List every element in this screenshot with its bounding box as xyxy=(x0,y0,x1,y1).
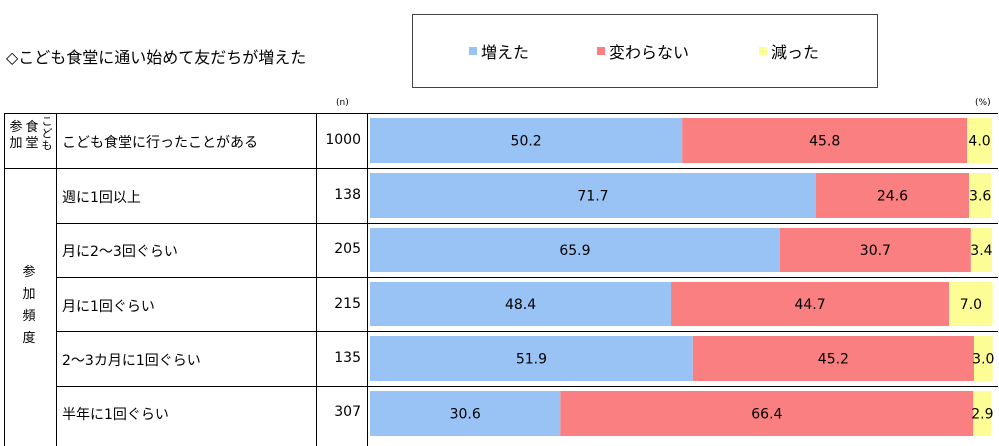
bar-segment-decreased xyxy=(973,391,992,436)
bar-segment-increased xyxy=(370,391,561,436)
legend-label-unchanged: 変わらない xyxy=(609,43,690,62)
bar-value-label: 71.7 xyxy=(577,189,608,205)
bar-segment-decreased xyxy=(970,228,992,272)
chart-title: ◇こども食堂に通い始めて友だちが増えた xyxy=(6,48,307,67)
bar-segment-unchanged xyxy=(560,391,974,436)
row-label: 月に1回ぐらい xyxy=(62,299,155,315)
bar-value-label: 30.6 xyxy=(450,407,481,423)
bar-segment-increased xyxy=(370,336,693,381)
bar-value-label: 30.7 xyxy=(860,243,891,259)
legend-swatch-increased xyxy=(469,47,477,55)
legend-label-increased: 増えた xyxy=(481,43,530,62)
bar-segment-increased xyxy=(370,118,683,163)
bar-segment-decreased xyxy=(949,282,993,326)
legend-label-decreased: 減った xyxy=(771,43,820,62)
bar-value-label: 3.0 xyxy=(972,352,994,368)
row-label: 週に1回以上 xyxy=(62,190,141,206)
group-label-frequency: 参加頻度 xyxy=(20,262,38,350)
group-label-top-a: 参加 xyxy=(7,120,25,152)
legend-item-increased: 増えた xyxy=(469,41,530,62)
group-label-top-c: こども xyxy=(39,116,55,152)
bar-segment-increased xyxy=(370,173,816,218)
row-label: 2～3カ月に1回ぐらい xyxy=(62,353,201,369)
legend-swatch-decreased xyxy=(759,47,767,55)
bar-segment-unchanged xyxy=(671,282,950,326)
row-n: 1000 xyxy=(325,132,361,148)
bar-value-label: 45.2 xyxy=(818,352,849,368)
legend-swatch-unchanged xyxy=(597,47,605,55)
group-label-top-b-text: 食堂 xyxy=(25,120,39,151)
bar-segment-decreased xyxy=(967,118,992,163)
bar-value-label: 7.0 xyxy=(960,297,982,313)
row-n: 135 xyxy=(334,350,361,366)
bar-value-label: 44.7 xyxy=(794,297,825,313)
bar-value-label: 48.4 xyxy=(505,297,536,313)
group-label-top-b: 食堂 xyxy=(24,120,40,152)
bar-segment-increased xyxy=(370,228,780,272)
row-n: 307 xyxy=(334,404,361,420)
group-label-top-c-text: こども xyxy=(41,115,53,152)
bar-value-label: 66.4 xyxy=(751,407,782,423)
row-n: 215 xyxy=(334,296,361,312)
bar-segment-unchanged xyxy=(779,228,971,272)
bar-value-label: 24.6 xyxy=(877,189,908,205)
row-n: 205 xyxy=(334,241,361,257)
bar-value-label: 3.4 xyxy=(970,243,992,259)
bar-value-label: 45.8 xyxy=(809,134,840,150)
bar-segment-decreased xyxy=(973,336,993,381)
bar-segment-unchanged xyxy=(692,336,974,381)
bar-segment-unchanged xyxy=(815,173,969,218)
row-label: 半年に1回ぐらい xyxy=(62,407,169,423)
group-label-frequency-text: 参加頻度 xyxy=(22,265,36,346)
bar-value-label: 3.6 xyxy=(969,189,991,205)
bar-segment-unchanged xyxy=(682,118,968,163)
bar-value-label: 50.2 xyxy=(511,134,542,150)
bar-value-label: 51.9 xyxy=(516,352,547,368)
bar-segment-decreased xyxy=(968,173,992,218)
legend-item-unchanged: 変わらない xyxy=(597,41,690,62)
group-label-top-a-text: 参加 xyxy=(9,120,23,151)
percent-unit-label: (%) xyxy=(975,98,991,108)
row-label: 月に2～3回ぐらい xyxy=(62,244,178,260)
legend-item-decreased: 減った xyxy=(759,41,820,62)
bar-segment-increased xyxy=(370,282,672,326)
bar-value-label: 4.0 xyxy=(968,134,990,150)
row-n: 138 xyxy=(334,187,361,203)
bar-value-label: 2.9 xyxy=(971,407,993,423)
row-label: こども食堂に行ったことがある xyxy=(62,135,258,151)
bar-value-label: 65.9 xyxy=(559,243,590,259)
n-unit-label: (n) xyxy=(336,98,349,108)
legend: 増えた 変わらない 減った xyxy=(412,14,878,88)
